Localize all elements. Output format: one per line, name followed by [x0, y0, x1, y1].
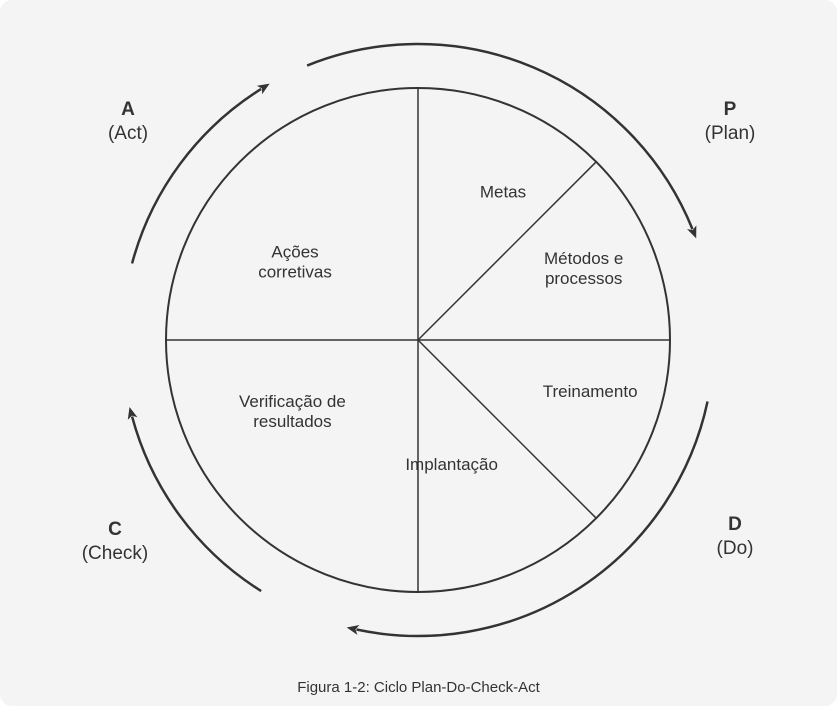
quadrant-word: (Check) [82, 543, 149, 564]
pdca-diagram-container: Metas Métodos eprocessos Treinamento Implan… [0, 0, 837, 706]
quadrant-letter: D [728, 514, 742, 535]
sector-label: resultados [253, 412, 331, 431]
quadrant-letter: P [724, 99, 737, 120]
quadrant-word: (Act) [108, 123, 148, 144]
quadrant-word: (Do) [717, 538, 754, 559]
figure-caption: Figura 1-2: Ciclo Plan-Do-Check-Act [0, 679, 837, 696]
quadrant-letter: C [108, 519, 122, 540]
sector-label: Métodos e [544, 249, 623, 268]
sector-label: processos [545, 269, 622, 288]
pdca-circle-diagram: Metas Métodos eprocessos Treinamento Implan… [0, 0, 837, 660]
sector-label: corretivas [258, 263, 332, 282]
quadrant-word: (Plan) [705, 123, 756, 144]
quadrant-letter: A [121, 99, 135, 120]
sector-label: Metas [480, 182, 526, 201]
sector-label: Treinamento [543, 382, 638, 401]
sector-label: Implantação [405, 455, 498, 474]
sector-label: Verificação de [239, 392, 346, 411]
sector-label: Ações [271, 243, 318, 262]
